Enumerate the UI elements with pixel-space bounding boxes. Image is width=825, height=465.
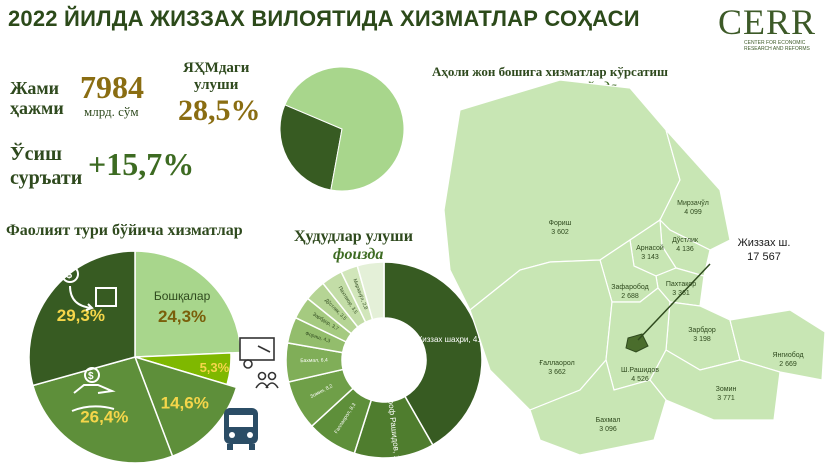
map-region-jizzakh-city bbox=[625, 333, 649, 353]
map-title-line1: Аҳоли жон бошига хизматлар кўрсатиш bbox=[432, 64, 668, 79]
activity-category-label-0: Бошқалар bbox=[154, 289, 211, 303]
region-label-0: Жиззах шаҳри, 41,7 bbox=[415, 335, 489, 344]
region-slice-10 bbox=[356, 261, 385, 321]
jizzakh-map: Мирзачўл 4 099 Фориш 3 602 Дўстлик 4 136 Арнас… bbox=[443, 79, 825, 456]
map-label-value-7: 3 198 bbox=[693, 336, 711, 343]
map-label-value-9: 3 662 bbox=[548, 369, 566, 376]
svg-text:$: $ bbox=[88, 371, 94, 382]
map-label-name-10: Ш.Рашидов bbox=[621, 367, 659, 374]
map-label-name-7: Зарбдор bbox=[688, 326, 716, 334]
map-label-name-3: Арнасой bbox=[636, 244, 664, 252]
region-label-4: Бахмал, 6,4 bbox=[300, 357, 328, 364]
gdp-label: ЯҲМдаги улуши bbox=[183, 60, 249, 94]
map-label-name-0: Мирзачўл bbox=[677, 199, 709, 207]
map-label-name-4: Пахтакор bbox=[666, 281, 696, 288]
map-label-value-4: 3 361 bbox=[672, 290, 690, 297]
activity-section-title: Фаолият тури бўйича хизматлар bbox=[6, 222, 243, 239]
map-label-value-10: 4 526 bbox=[631, 376, 649, 383]
money-hand-icon: $ bbox=[71, 367, 116, 412]
page-title: 2022 ЙИЛДА ЖИЗЗАХ ВИЛОЯТИДА ХИЗМАТЛАР СО… bbox=[8, 6, 640, 31]
map-label-name-12: Бахмал bbox=[596, 417, 621, 424]
map-label-value-2: 4 136 bbox=[676, 246, 694, 253]
gdp-pie-slice-0 bbox=[279, 104, 343, 191]
growth-label-line2: суръати bbox=[10, 167, 83, 189]
map-label-name-2: Дўстлик bbox=[672, 236, 699, 244]
gdp-pie-slice-1 bbox=[284, 66, 405, 192]
activity-slice-3 bbox=[31, 356, 174, 464]
map-label-value-12: 3 096 bbox=[599, 426, 617, 433]
map-label-value-5: 2 688 bbox=[621, 293, 639, 300]
growth-label-line1: Ўсиш bbox=[10, 143, 62, 165]
map-label-value-11: 3 771 bbox=[717, 395, 735, 402]
activity-value-label-2: 14,6% bbox=[161, 393, 209, 412]
map-label-name-11: Зомин bbox=[716, 386, 737, 393]
region-slice-0 bbox=[383, 261, 483, 446]
growth-value: +15,7% bbox=[88, 146, 195, 182]
logo-text: CERR bbox=[718, 2, 817, 42]
map-label-name-1: Фориш bbox=[549, 220, 572, 227]
regions-title-line2: фоизда bbox=[333, 246, 384, 263]
activity-value-label-3: 26,4% bbox=[80, 408, 128, 427]
teacher-board-icon bbox=[239, 337, 279, 389]
map-label-name-8: Янгиобод bbox=[772, 351, 803, 359]
map-region-bakhmal bbox=[529, 358, 667, 456]
gdp-value: 28,5% bbox=[178, 94, 261, 127]
map-city-value: 17 567 bbox=[747, 251, 781, 263]
activity-value-label-4: 29,3% bbox=[57, 306, 105, 325]
activity-value-label-0: 24,3% bbox=[158, 307, 206, 326]
map-label-value-8: 2 669 bbox=[779, 361, 797, 368]
activity-value-label-1: 5,3% bbox=[200, 360, 230, 375]
activity-slice-0 bbox=[134, 250, 242, 358]
map-label-value-3: 3 143 bbox=[641, 254, 659, 261]
map-city-name: Жиззах ш. bbox=[738, 237, 791, 249]
activity-slice-4 bbox=[28, 250, 136, 387]
map-label-name-9: Ғаллаорол bbox=[539, 360, 574, 367]
map-label-value-0: 4 099 bbox=[684, 209, 702, 216]
activity-slice-2 bbox=[133, 355, 238, 458]
logo-subtitle: Center for Economic Research and Reforms bbox=[744, 40, 810, 52]
activity-pie: 24,3% Бошқалар 5,3% 14,6% 26,4% 29,3% $ $ bbox=[28, 250, 279, 464]
map-label-value-1: 3 602 bbox=[551, 229, 569, 236]
gdp-share-pie bbox=[279, 66, 405, 192]
cerr-logo: CERR Center for Economic Research and Re… bbox=[718, 4, 818, 52]
money-exchange-icon: $ bbox=[61, 265, 117, 311]
total-label: Жами ҳажми bbox=[10, 78, 64, 118]
map-label-name-5: Зафаробод bbox=[611, 283, 648, 291]
bus-icon bbox=[224, 408, 258, 450]
total-label-line1: Жами bbox=[10, 78, 59, 98]
total-value: 7984 bbox=[80, 69, 144, 105]
city-pointer-line bbox=[637, 263, 711, 341]
total-unit: млрд. сўм bbox=[84, 104, 139, 119]
total-label-line2: ҳажми bbox=[10, 98, 64, 118]
svg-text:$: $ bbox=[66, 269, 72, 281]
regions-title-line1: Ҳудудлар улуши bbox=[294, 228, 413, 245]
growth-label: Ўсиш суръати bbox=[10, 142, 82, 190]
gdp-label-line1: ЯҲМдаги bbox=[183, 60, 250, 76]
gdp-label-line2: улуши bbox=[194, 77, 239, 93]
